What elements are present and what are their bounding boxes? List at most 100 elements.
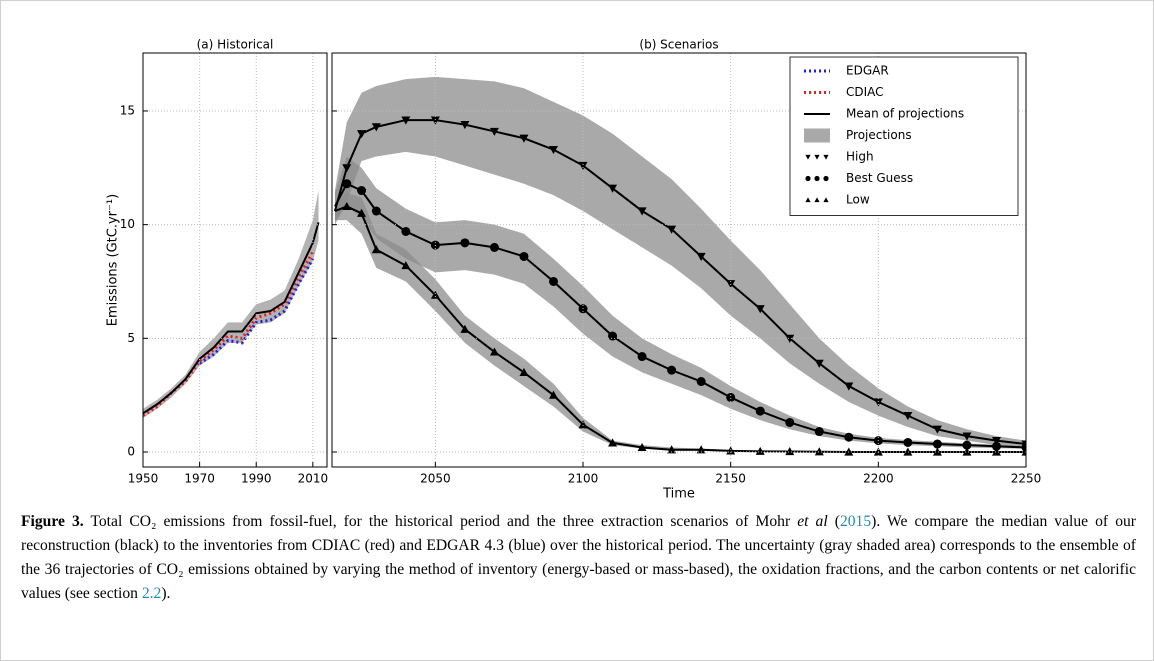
marker [548, 276, 558, 286]
marker [371, 123, 381, 132]
legend-marker [814, 197, 820, 203]
legend-label: Low [846, 193, 870, 207]
marker [903, 412, 913, 421]
x-tick-label: 2050 [420, 472, 451, 486]
marker [932, 425, 942, 434]
legend-marker [805, 175, 811, 182]
marker [357, 130, 367, 139]
marker [844, 432, 854, 442]
marker [489, 242, 499, 252]
section-link[interactable]: 2.2 [141, 585, 162, 602]
marker [903, 437, 913, 447]
series-line [333, 119, 1026, 446]
legend-label: Best Guess [846, 171, 913, 185]
caption-text: ). [161, 585, 171, 602]
marker [430, 290, 440, 299]
marker [637, 442, 647, 452]
caption-text: Total CO₂ emissions from fossil-fuel, fo… [90, 513, 798, 530]
marker [932, 439, 942, 449]
legend-marker [823, 154, 829, 160]
marker [755, 406, 765, 416]
marker [371, 206, 381, 216]
x-tick-label: 2010 [298, 472, 329, 486]
marker [873, 398, 883, 407]
marker [814, 447, 824, 456]
y-tick-label: 0 [127, 444, 135, 458]
marker [460, 324, 470, 333]
legend-marker [805, 154, 811, 160]
x-tick-label: 1990 [241, 472, 272, 486]
x-axis-label: Time [662, 487, 695, 502]
y-axis-label: Emissions (GtC.yr⁻¹) [106, 194, 121, 326]
marker [932, 447, 942, 456]
marker [991, 441, 1001, 451]
marker [962, 432, 972, 441]
legend-marker [805, 197, 811, 203]
marker [460, 121, 470, 130]
x-tick-label: 2250 [1011, 472, 1042, 486]
marker [401, 226, 411, 236]
caption-label: Figure 3. [21, 513, 84, 530]
axes-frame [331, 52, 1027, 468]
x-tick-label: 2100 [568, 472, 599, 486]
marker [608, 331, 618, 341]
caption-text: et al [797, 513, 828, 530]
marker [489, 347, 499, 356]
band [334, 192, 1026, 452]
marker [785, 334, 795, 343]
caption-text: ( [827, 513, 840, 530]
marker [696, 377, 706, 387]
legend-label: Projections [846, 128, 912, 142]
marker [962, 447, 972, 456]
marker [962, 440, 972, 450]
marker [667, 225, 677, 234]
marker [608, 184, 618, 193]
marker [401, 261, 411, 270]
marker [460, 238, 470, 248]
panel-title: (b) Scenarios [639, 38, 718, 52]
caption-text: ). We compare the median value of our re… [21, 513, 1136, 602]
band [143, 190, 319, 418]
marker [696, 445, 706, 454]
legend-label: Mean of projections [846, 107, 964, 121]
plot-area [143, 190, 320, 418]
marker [430, 116, 440, 125]
legend-label: CDIAC [846, 85, 884, 99]
y-tick-label: 15 [120, 103, 135, 117]
marker [342, 179, 352, 189]
x-tick-label: 2150 [715, 472, 746, 486]
marker [519, 134, 529, 143]
marker [1021, 440, 1026, 449]
marker [371, 245, 381, 254]
caption: Figure 3. Total CO₂ emissions from fossi… [21, 510, 1136, 606]
marker [667, 445, 677, 454]
legend-label: High [846, 150, 874, 164]
marker [814, 359, 824, 368]
marker [342, 201, 352, 211]
marker [401, 116, 411, 125]
x-tick-label: 2200 [863, 472, 894, 486]
legend-marker [823, 197, 829, 203]
marker [342, 164, 352, 173]
band [334, 156, 1026, 449]
legend-label: EDGAR [846, 64, 889, 78]
marker [548, 390, 558, 399]
marker [814, 427, 824, 437]
marker [637, 207, 647, 216]
marker [548, 146, 558, 155]
marker [903, 447, 913, 456]
marker [785, 417, 795, 427]
marker [578, 161, 588, 171]
series-line [198, 258, 315, 365]
marker [578, 420, 588, 429]
legend-swatch [804, 128, 830, 143]
marker [489, 127, 499, 136]
marker [785, 447, 795, 456]
marker [519, 367, 529, 377]
citation-link[interactable]: 2015 [839, 513, 872, 530]
legend-marker [814, 154, 820, 160]
legend-marker [823, 175, 829, 182]
marker [991, 437, 1001, 446]
x-tick-label: 1950 [128, 472, 159, 486]
